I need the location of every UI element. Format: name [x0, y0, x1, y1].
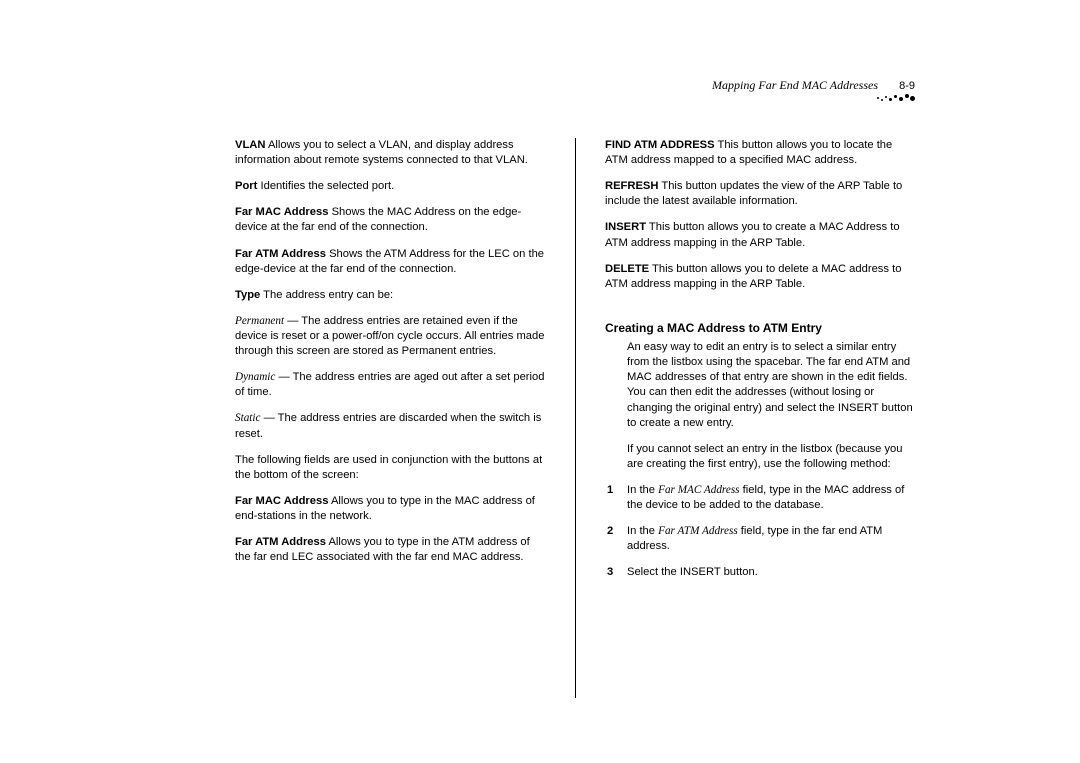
step-2-it: Far ATM Address — [658, 525, 738, 537]
para-dynamic: Dynamic — The address entries are aged o… — [235, 370, 545, 400]
step-1: 1In the Far MAC Address field, type in t… — [605, 483, 915, 513]
step-2: 2In the Far ATM Address field, type in t… — [605, 524, 915, 554]
label-permanent: Permanent — [235, 315, 284, 327]
step-1-it: Far MAC Address — [658, 484, 739, 496]
label-faratm2: Far ATM Address — [235, 536, 326, 548]
para-delete: DELETE This button allows you to delete … — [605, 262, 915, 292]
para-faratm2: Far ATM Address Allows you to type in th… — [235, 535, 545, 565]
step-1-pre: In the — [627, 484, 658, 496]
para-static: Static — The address entries are discard… — [235, 411, 545, 441]
para-farmac2: Far MAC Address Allows you to type in th… — [235, 494, 545, 524]
label-insert: INSERT — [605, 221, 646, 233]
text-dynamic: — The address entries are aged out after… — [235, 371, 544, 398]
label-static: Static — [235, 412, 260, 424]
page-header: Mapping Far End MAC Addresses 8-9 — [712, 78, 915, 93]
para-faratm: Far ATM Address Shows the ATM Address fo… — [235, 247, 545, 277]
main-content: VLAN Allows you to select a VLAN, and di… — [235, 138, 915, 698]
text-type: The address entry can be: — [260, 289, 393, 301]
step-3: 3 Select the INSERT button. — [605, 565, 915, 580]
label-farmac: Far MAC Address — [235, 206, 328, 218]
para-port: Port Identifies the selected port. — [235, 179, 545, 194]
para-vlan: VLAN Allows you to select a VLAN, and di… — [235, 138, 545, 168]
text-port: Identifies the selected port. — [257, 180, 394, 192]
label-farmac2: Far MAC Address — [235, 495, 328, 507]
label-type: Type — [235, 289, 260, 301]
label-port: Port — [235, 180, 257, 192]
step-3-text: Select the INSERT button. — [627, 566, 758, 578]
para-cannot: If you cannot select an entry in the lis… — [605, 442, 915, 472]
para-easyway: An easy way to edit an entry is to selec… — [605, 340, 915, 431]
text-insert: This button allows you to create a MAC A… — [605, 221, 900, 248]
step-2-pre: In the — [627, 525, 658, 537]
para-fields: The following fields are used in conjunc… — [235, 453, 545, 483]
label-vlan: VLAN — [235, 139, 265, 151]
para-permanent: Permanent — The address entries are reta… — [235, 314, 545, 359]
text-static: — The address entries are discarded when… — [235, 412, 541, 439]
page-number: 8-9 — [899, 80, 915, 92]
para-farmac: Far MAC Address Shows the MAC Address on… — [235, 205, 545, 235]
decorative-dots — [877, 94, 915, 102]
step-2-num: 2 — [607, 524, 613, 539]
step-1-num: 1 — [607, 483, 613, 498]
step-3-num: 3 — [607, 565, 613, 580]
para-insert: INSERT This button allows you to create … — [605, 220, 915, 250]
para-find: FIND ATM ADDRESS This button allows you … — [605, 138, 915, 168]
subheading: Creating a MAC Address to ATM Entry — [605, 320, 915, 336]
label-refresh: REFRESH — [605, 180, 658, 192]
text-delete: This button allows you to delete a MAC a… — [605, 263, 901, 290]
para-refresh: REFRESH This button updates the view of … — [605, 179, 915, 209]
label-find: FIND ATM ADDRESS — [605, 139, 715, 151]
label-delete: DELETE — [605, 263, 649, 275]
text-vlan: Allows you to select a VLAN, and display… — [235, 139, 528, 166]
label-dynamic: Dynamic — [235, 371, 275, 383]
header-title: Mapping Far End MAC Addresses — [712, 78, 878, 93]
label-faratm: Far ATM Address — [235, 248, 326, 260]
para-type: Type The address entry can be: — [235, 288, 545, 303]
